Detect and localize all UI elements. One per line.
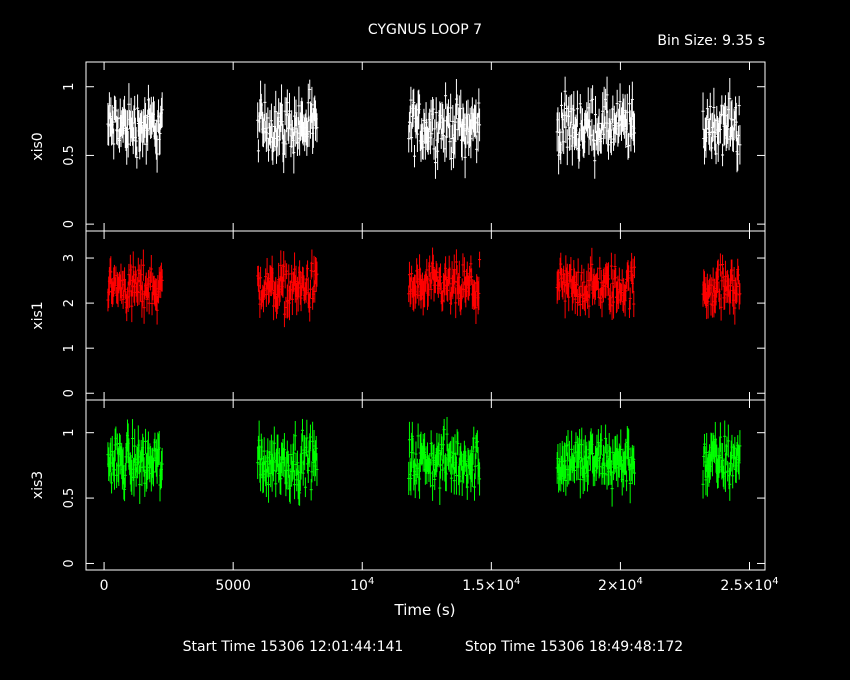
y-tick-label-xis1: 3	[62, 254, 77, 262]
y-tick-label-xis0: 0	[62, 220, 77, 228]
bin-size-label: Bin Size: 9.35 s	[657, 33, 765, 49]
y-tick-label-xis1: 1	[62, 344, 77, 352]
y-tick-label-xis0: 0.5	[62, 145, 77, 166]
x-tick-label: 104	[350, 576, 374, 594]
x-tick-label: 5000	[215, 578, 251, 594]
chart-title: CYGNUS LOOP 7	[368, 22, 482, 38]
y-axis-label-xis3: xis3	[30, 471, 46, 499]
x-tick-label: 0	[100, 578, 109, 594]
panel-frame-xis3	[85, 399, 766, 571]
y-axis-label-xis0: xis0	[30, 132, 46, 160]
panels-group: 0 0.5 1 xis0 0 1 2 3 xis1 0 0.5 1 xis3 0 5000 104 1.5×10…	[30, 61, 779, 594]
start-time-label: Start Time 15306 12:01:44:141	[183, 639, 404, 655]
y-tick-label-xis3: 0	[62, 559, 77, 567]
y-tick-label-xis3: 1	[62, 429, 77, 437]
y-tick-label-xis3: 0.5	[62, 488, 77, 509]
y-tick-label-xis0: 1	[62, 83, 77, 91]
x-tick-label: 2×104	[598, 576, 643, 594]
y-tick-label-xis1: 2	[62, 299, 77, 307]
x-tick-exponent: 4	[514, 576, 520, 587]
panel-frame-xis1	[85, 230, 766, 401]
x-tick-exponent: 4	[772, 576, 778, 587]
x-axis-label: Time (s)	[394, 601, 456, 619]
x-tick-label: 2.5×104	[720, 576, 778, 594]
stop-time-label: Stop Time 15306 18:49:48:172	[465, 639, 683, 655]
y-tick-label-xis1: 0	[62, 389, 77, 397]
x-tick-exponent: 4	[368, 576, 374, 587]
y-axis-label-xis1: xis1	[30, 301, 46, 329]
x-tick-exponent: 4	[636, 576, 642, 587]
x-tick-label: 1.5×104	[462, 576, 520, 594]
